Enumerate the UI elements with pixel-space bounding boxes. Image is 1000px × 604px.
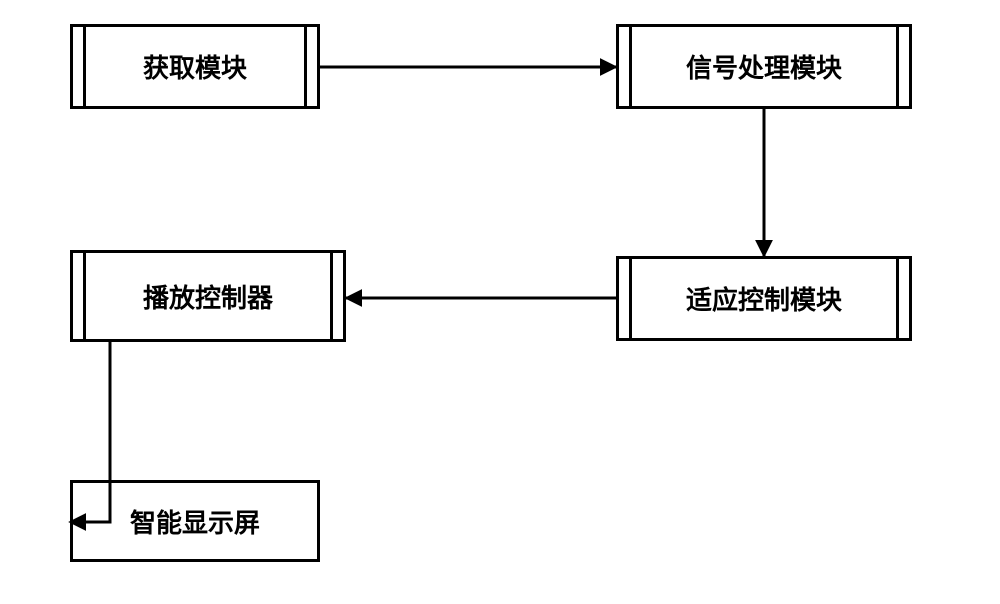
node-playctrl: 播放控制器: [70, 250, 346, 342]
node-adapt: 适应控制模块: [616, 256, 912, 341]
node-signal-label: 信号处理模块: [686, 48, 842, 85]
node-acquire: 获取模块: [70, 24, 320, 109]
flowchart-canvas: 获取模块 信号处理模块 适应控制模块 播放控制器 智能显示屏: [0, 0, 1000, 604]
node-signal: 信号处理模块: [616, 24, 912, 109]
node-adapt-label: 适应控制模块: [686, 280, 842, 317]
node-screen-label: 智能显示屏: [130, 503, 260, 540]
node-acquire-label: 获取模块: [143, 48, 247, 85]
node-screen: 智能显示屏: [70, 480, 320, 562]
node-playctrl-label: 播放控制器: [143, 278, 273, 315]
